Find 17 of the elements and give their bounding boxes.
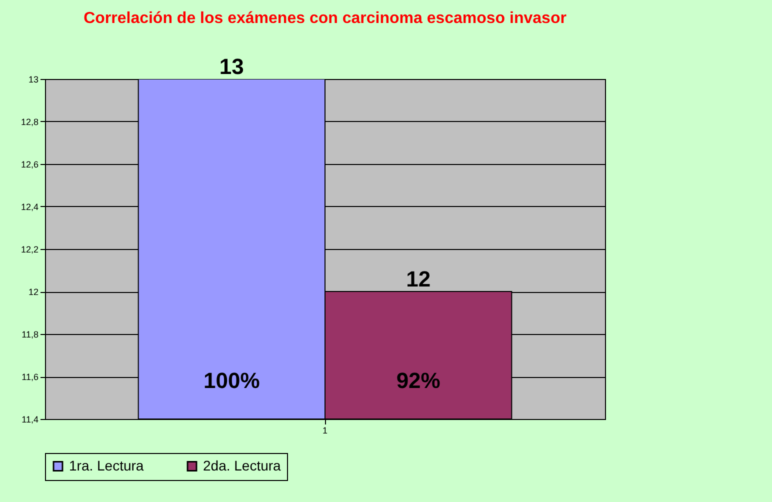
y-tick-label: 13 [28,74,38,84]
annotation: 92% [396,368,440,393]
data-label: 13 [219,54,244,79]
legend-label: 2da. Lectura [203,457,282,474]
y-tick-label: 12,6 [20,160,38,170]
chart-title: Correlación de los exámenes con carcinoma escamoso invasor [84,10,566,27]
y-tick-label: 12 [28,287,38,297]
legend-label: 1ra. Lectura [69,457,144,474]
y-tick-label: 12,4 [20,202,38,212]
y-tick-label: 11,4 [22,414,38,424]
y-tick-label: 11,6 [22,372,38,382]
y-tick-label: 12,8 [20,117,38,127]
y-tick-label: 11,8 [22,330,38,340]
data-label: 12 [406,266,431,292]
y-tick-label: 12,2 [20,244,38,254]
x-tick-label: 1 [322,426,328,436]
annotation: 100% [204,368,260,393]
